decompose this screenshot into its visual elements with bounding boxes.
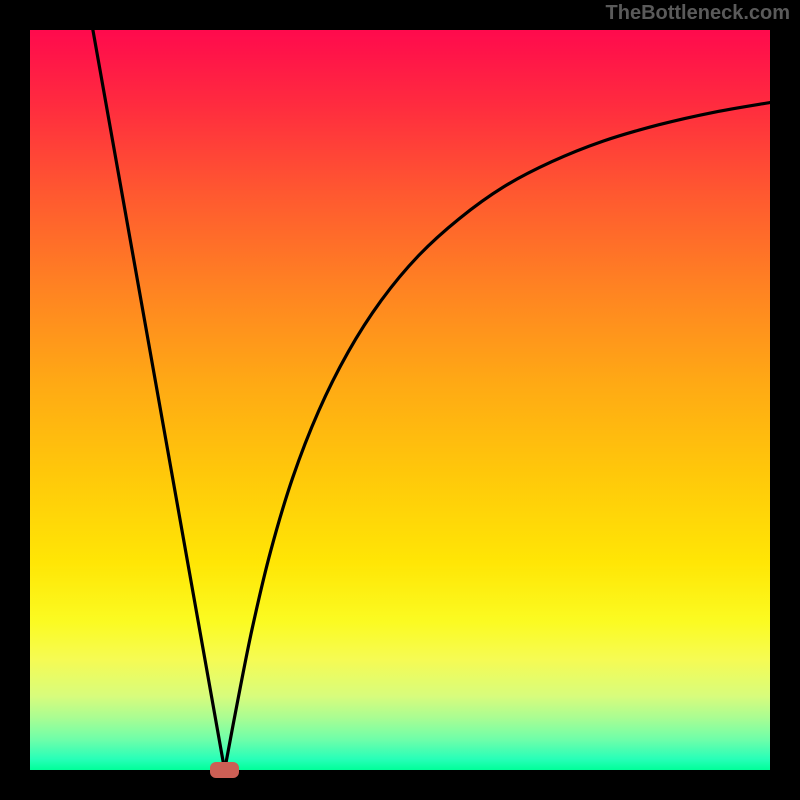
vertex-marker [210, 762, 240, 778]
gradient-background [30, 30, 770, 770]
plot-area [30, 30, 770, 770]
watermark-text: TheBottleneck.com [606, 2, 790, 25]
plot-svg [30, 30, 770, 770]
chart-frame: TheBottleneck.com [0, 0, 800, 800]
